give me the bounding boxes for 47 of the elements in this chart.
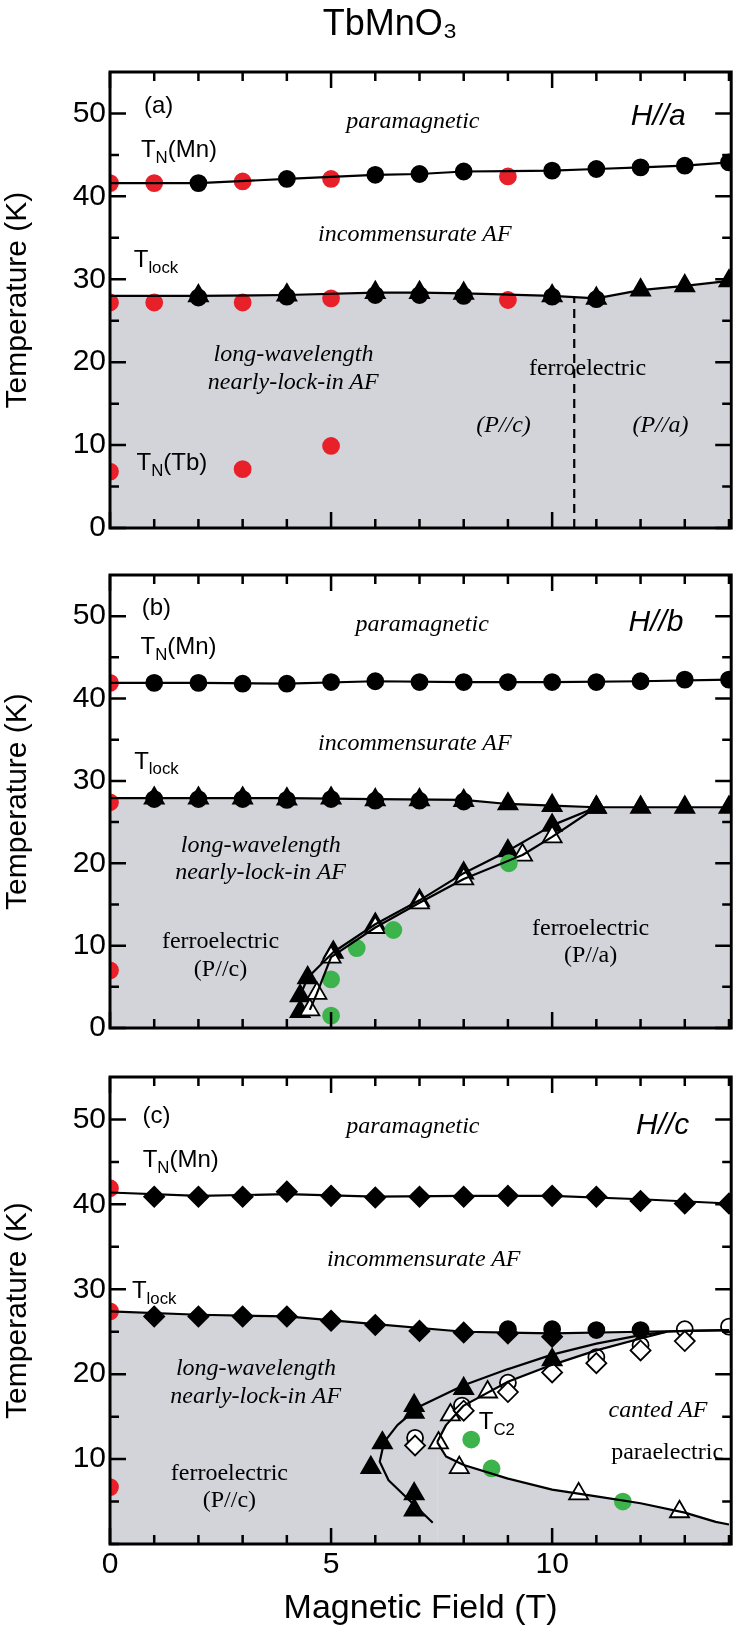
y-tick-label: 10 xyxy=(72,926,106,960)
annotation: paramagnetic xyxy=(344,107,480,134)
y-tick-label: 20 xyxy=(72,343,106,377)
y-tick-label: 40 xyxy=(72,679,106,713)
annotation: (P//c) xyxy=(476,410,531,437)
y-axis-title: Temperature (K) xyxy=(0,693,33,910)
annotation: long-wavelength nearly-lock-in AF xyxy=(207,340,380,394)
annotation: ferroelectric (P//c) xyxy=(170,1458,288,1513)
annotation: canted AF xyxy=(608,1396,708,1423)
annotation: paraelectric xyxy=(611,1437,724,1464)
annotation: H//b xyxy=(628,604,684,638)
y-tick-label: 30 xyxy=(72,260,106,294)
x-axis-title: Magnetic Field (T) xyxy=(283,1586,558,1625)
y-tick-label: 20 xyxy=(72,1355,106,1389)
annotation: long-wavelength nearly-lock-in AF xyxy=(170,1354,342,1408)
y-tick-label: 10 xyxy=(72,1440,106,1474)
y-tick-label: 30 xyxy=(72,1270,106,1304)
y-tick-label: 40 xyxy=(72,177,106,211)
x-tick-label: 10 xyxy=(535,1546,569,1580)
annotation: (c) xyxy=(142,1100,171,1128)
annotation: ferroelectric (P//c) xyxy=(161,927,280,981)
y-tick-label: 20 xyxy=(72,844,106,878)
y-tick-label: 50 xyxy=(72,94,106,128)
annotation: ferroelectric xyxy=(528,354,647,381)
y-tick-label: 0 xyxy=(89,1009,106,1043)
annotation: incommensurate AF xyxy=(326,1244,521,1271)
annotation: paramagnetic xyxy=(344,1112,480,1139)
annotation: long-wavelength nearly-lock-in AF xyxy=(175,830,347,885)
y-tick-label: 40 xyxy=(72,1185,106,1219)
y-tick-label: 0 xyxy=(89,509,106,543)
annotation: (a) xyxy=(143,90,174,118)
y-axis-title: Temperature (K) xyxy=(0,191,33,409)
annotation: (P//a) xyxy=(632,410,689,437)
y-tick-label: 30 xyxy=(72,762,106,796)
x-tick-label: 5 xyxy=(322,1546,340,1580)
annotation: ferroelectric (P//a) xyxy=(531,913,650,968)
annotation: paramagnetic xyxy=(353,609,490,636)
annotation: H//a xyxy=(630,98,686,132)
y-tick-label: 10 xyxy=(72,426,106,460)
y-tick-label: 50 xyxy=(72,597,106,631)
y-axis-title: Temperature (K) xyxy=(0,1202,33,1419)
y-tick-label: 50 xyxy=(72,1100,106,1134)
annotation: (b) xyxy=(141,593,172,621)
annotation: incommensurate AF xyxy=(318,219,512,246)
annotation: incommensurate AF xyxy=(318,729,512,756)
chart-title: TbMnO₃ xyxy=(321,2,459,44)
annotation: H//c xyxy=(636,1106,690,1140)
